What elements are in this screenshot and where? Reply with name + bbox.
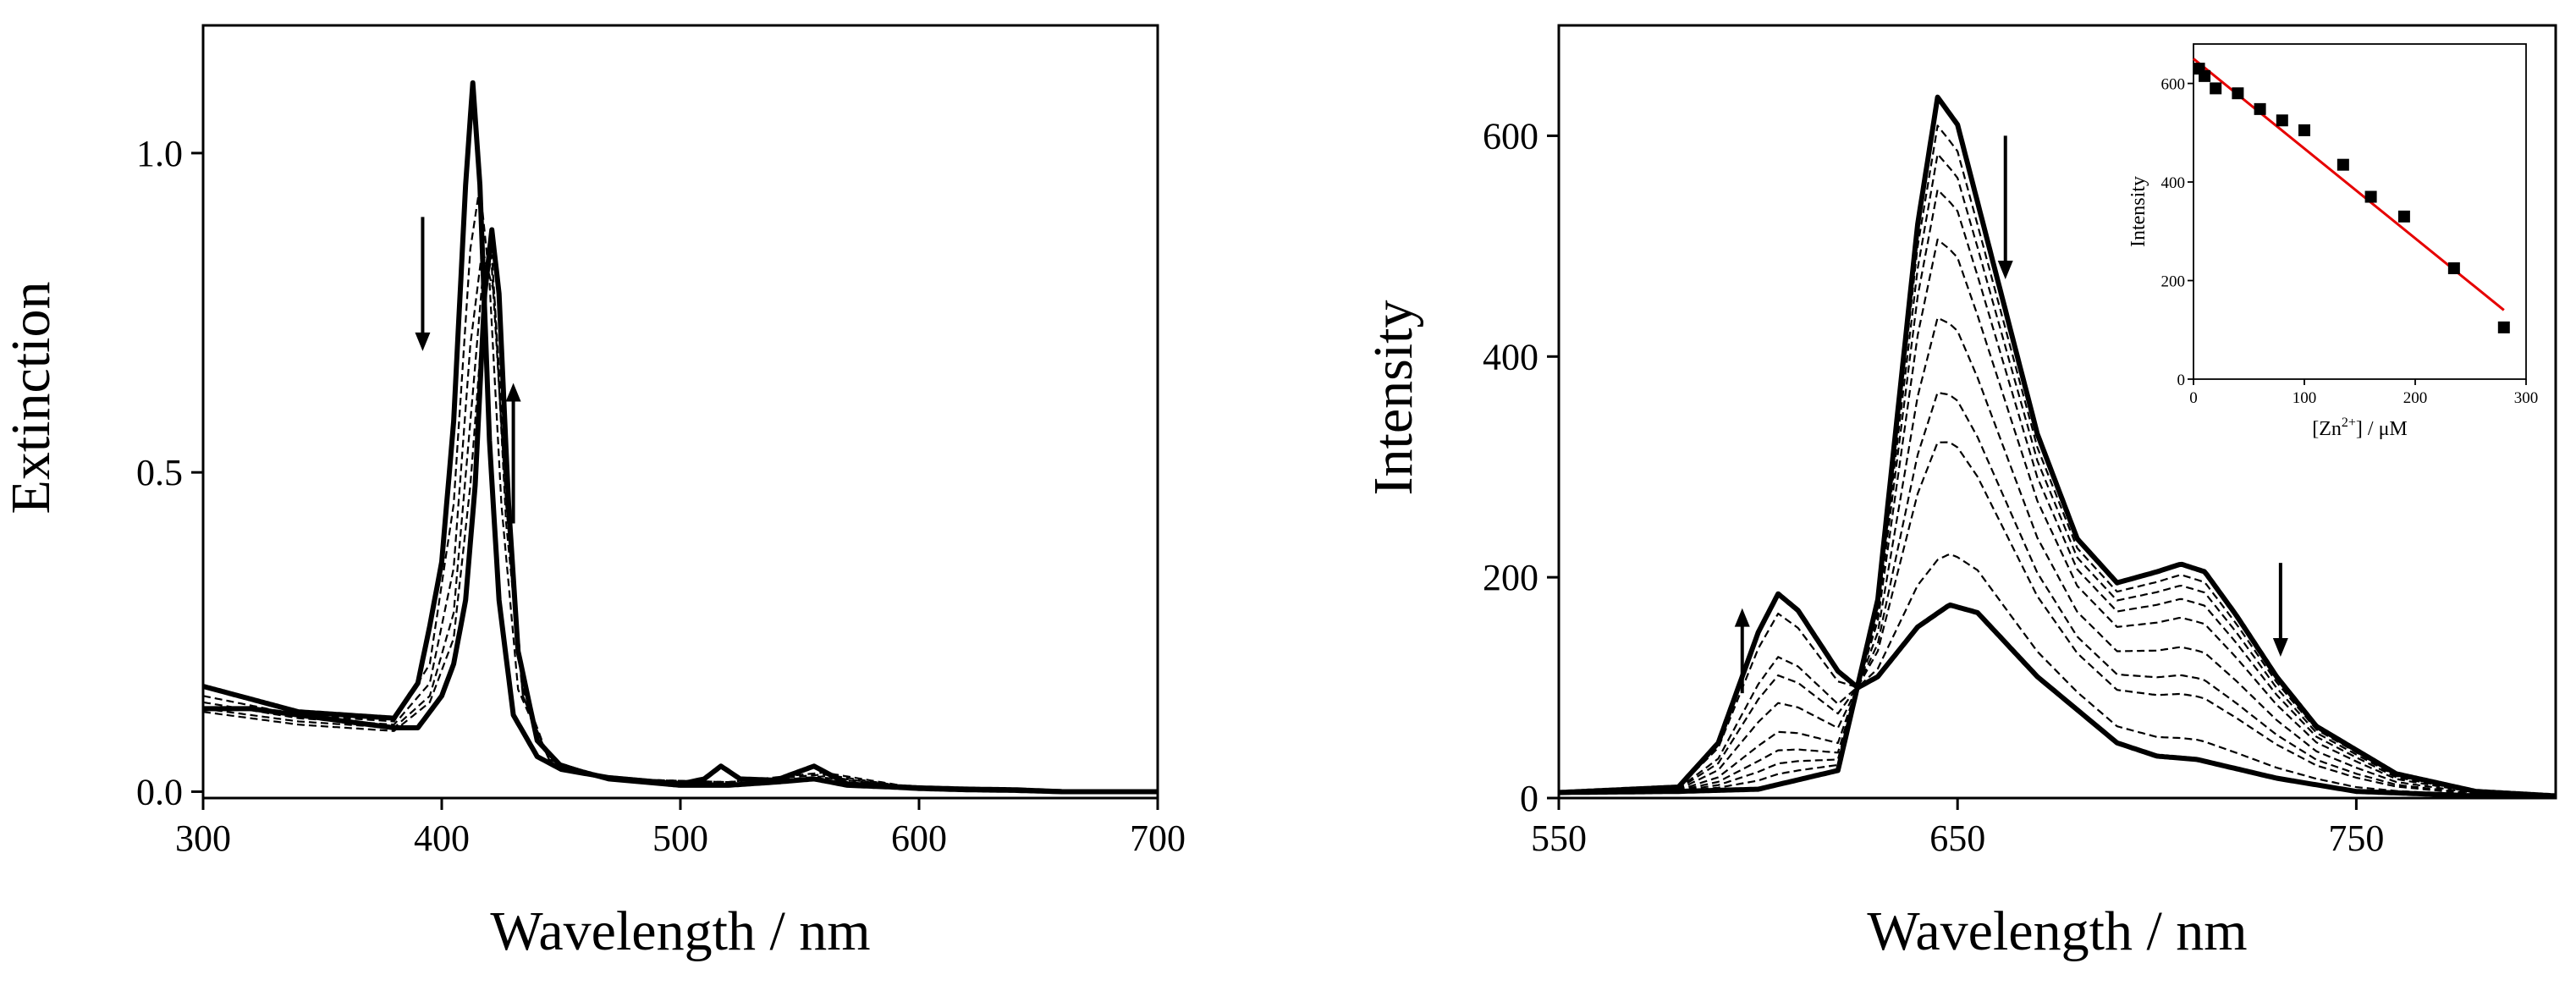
spectrum-line-7 xyxy=(1559,391,2556,798)
x-tick-label: 700 xyxy=(1130,818,1186,859)
inset-data-point xyxy=(2298,124,2310,136)
inset-y-tick-label: 600 xyxy=(2161,76,2186,94)
inset-data-point xyxy=(2447,262,2460,274)
y-tick-label: 0 xyxy=(1520,778,1538,819)
plot-frame xyxy=(1557,24,2557,800)
intensity-chart: 550 650 750 0 200 400 600 Wavelength / nm Intens… xyxy=(1362,24,2557,962)
x-tick-label: 600 xyxy=(891,818,947,859)
x-axis-title: Wavelength / nm xyxy=(490,900,870,962)
series-group xyxy=(203,80,1158,795)
y-tick-label: 600 xyxy=(1483,115,1538,157)
y-axis-title: Extinction xyxy=(0,282,62,515)
inset-data-point xyxy=(2276,114,2288,127)
spectrum-line-3 xyxy=(203,248,1158,793)
spectrum-line-6 xyxy=(203,227,1158,795)
trend-arrow-up-2-head xyxy=(505,383,521,402)
inset-data-point xyxy=(2337,158,2349,171)
inset-y-tick-label: 200 xyxy=(2161,273,2186,291)
inset-x-axis-title: [Zn2+] / μM xyxy=(2312,416,2408,440)
spectrum-line-2 xyxy=(203,184,1158,793)
spectrum-line-1 xyxy=(1559,94,2556,798)
x-tick-label: 500 xyxy=(652,818,708,859)
inset-data-point xyxy=(2364,190,2377,203)
spectrum-line-5 xyxy=(203,254,1158,793)
trend-arrow-up-3-head xyxy=(1734,608,1750,627)
inset-data-point xyxy=(2210,82,2222,95)
y-tick-label: 400 xyxy=(1483,336,1538,377)
trend-arrow-down-1-head xyxy=(415,332,431,351)
inset-chart: 0 100 200 300 0 200 400 600 [Zn2+] / μM Intensity xyxy=(2127,43,2539,440)
spectrum-line-10 xyxy=(1559,591,2556,798)
x-tick-label: 300 xyxy=(175,818,231,859)
inset-x-tick-label: 100 xyxy=(2293,389,2317,407)
series-group xyxy=(1559,94,2556,798)
inset-x-tick-label: 0 xyxy=(2189,389,2198,407)
spectrum-line-3 xyxy=(1559,153,2556,797)
spectrum-line-6 xyxy=(1559,317,2556,797)
inset-x-title-suffix: ] / μM xyxy=(2356,418,2408,440)
x-tick-label: 550 xyxy=(1531,818,1587,859)
spectrum-line-9 xyxy=(1559,553,2556,798)
spectrum-line-5 xyxy=(1559,238,2556,797)
inset-frame xyxy=(2193,43,2527,380)
y-tick-label: 0.0 xyxy=(136,771,183,812)
inset-x-tick-label: 200 xyxy=(2403,389,2428,407)
spectrum-line-8 xyxy=(1559,441,2556,798)
plot-frame xyxy=(201,24,1159,800)
inset-y-tick-label: 0 xyxy=(2177,372,2186,389)
trend-arrow-down-2-head xyxy=(2272,638,2288,658)
spectrum-line-1 xyxy=(203,80,1158,795)
inset-x-title-prefix: [Zn xyxy=(2312,418,2342,440)
y-tick-label: 1.0 xyxy=(136,133,183,174)
inset-data-point xyxy=(2497,321,2510,333)
y-axis-title: Intensity xyxy=(1362,300,1424,496)
inset-y-axis-title: Intensity xyxy=(2127,176,2149,247)
inset-data-point xyxy=(2232,87,2244,100)
inset-x-title-superscript: 2+ xyxy=(2342,416,2356,430)
inset-data-point xyxy=(2254,102,2266,115)
inset-data-point xyxy=(2397,210,2410,223)
spectrum-line-2 xyxy=(1559,124,2556,797)
inset-y-tick-label: 400 xyxy=(2161,174,2186,192)
inset-x-tick-label: 300 xyxy=(2514,389,2539,407)
x-tick-label: 400 xyxy=(414,818,470,859)
y-tick-label: 0.5 xyxy=(136,452,183,493)
x-axis-title: Wavelength / nm xyxy=(1867,900,2247,962)
y-tick-label: 200 xyxy=(1483,557,1538,598)
x-tick-label: 650 xyxy=(1929,818,1985,859)
trend-arrow-down-1-head xyxy=(1997,260,2013,279)
spectrum-line-4 xyxy=(1559,189,2556,797)
extinction-chart: 300 400 500 600 700 0.0 0.5 1.0 Wavelength / nm E… xyxy=(0,24,1186,962)
inset-data-point xyxy=(2199,69,2211,82)
x-tick-label: 750 xyxy=(2328,818,2384,859)
